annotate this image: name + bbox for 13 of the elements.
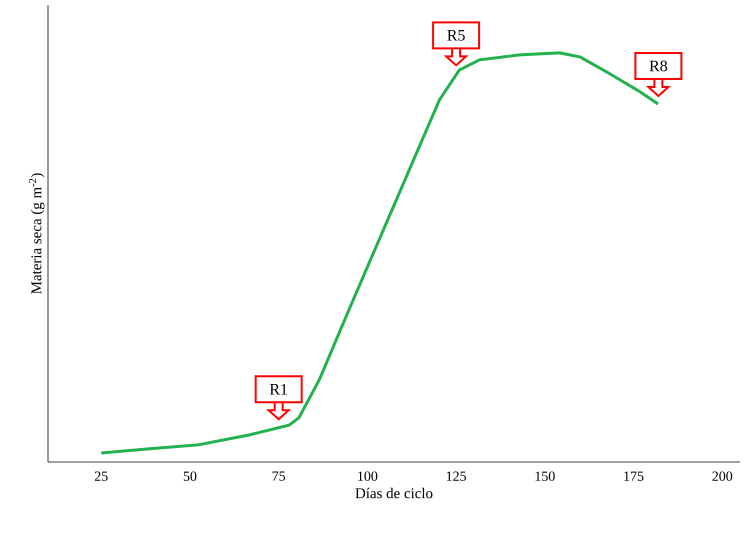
x-tick-label: 50 — [184, 472, 196, 481]
annotation: R8 — [650, 60, 668, 72]
x-axis-title: Días de ciclo — [355, 488, 432, 498]
x-tick-label: 125 — [446, 472, 466, 481]
x-tick-label: 75 — [272, 472, 286, 481]
y-axis-title: Materia seca (g m$^{-2}$) — [29, 173, 44, 294]
x-tick-label: 175 — [624, 472, 644, 481]
x-tick-label: 100 — [358, 472, 378, 481]
x-tick-label: 200 — [712, 472, 732, 481]
x-tick-label: 25 — [94, 472, 108, 481]
annotation: R1 — [270, 384, 288, 394]
x-tick-label: 150 — [536, 472, 555, 481]
annotation: R5 — [447, 30, 465, 41]
